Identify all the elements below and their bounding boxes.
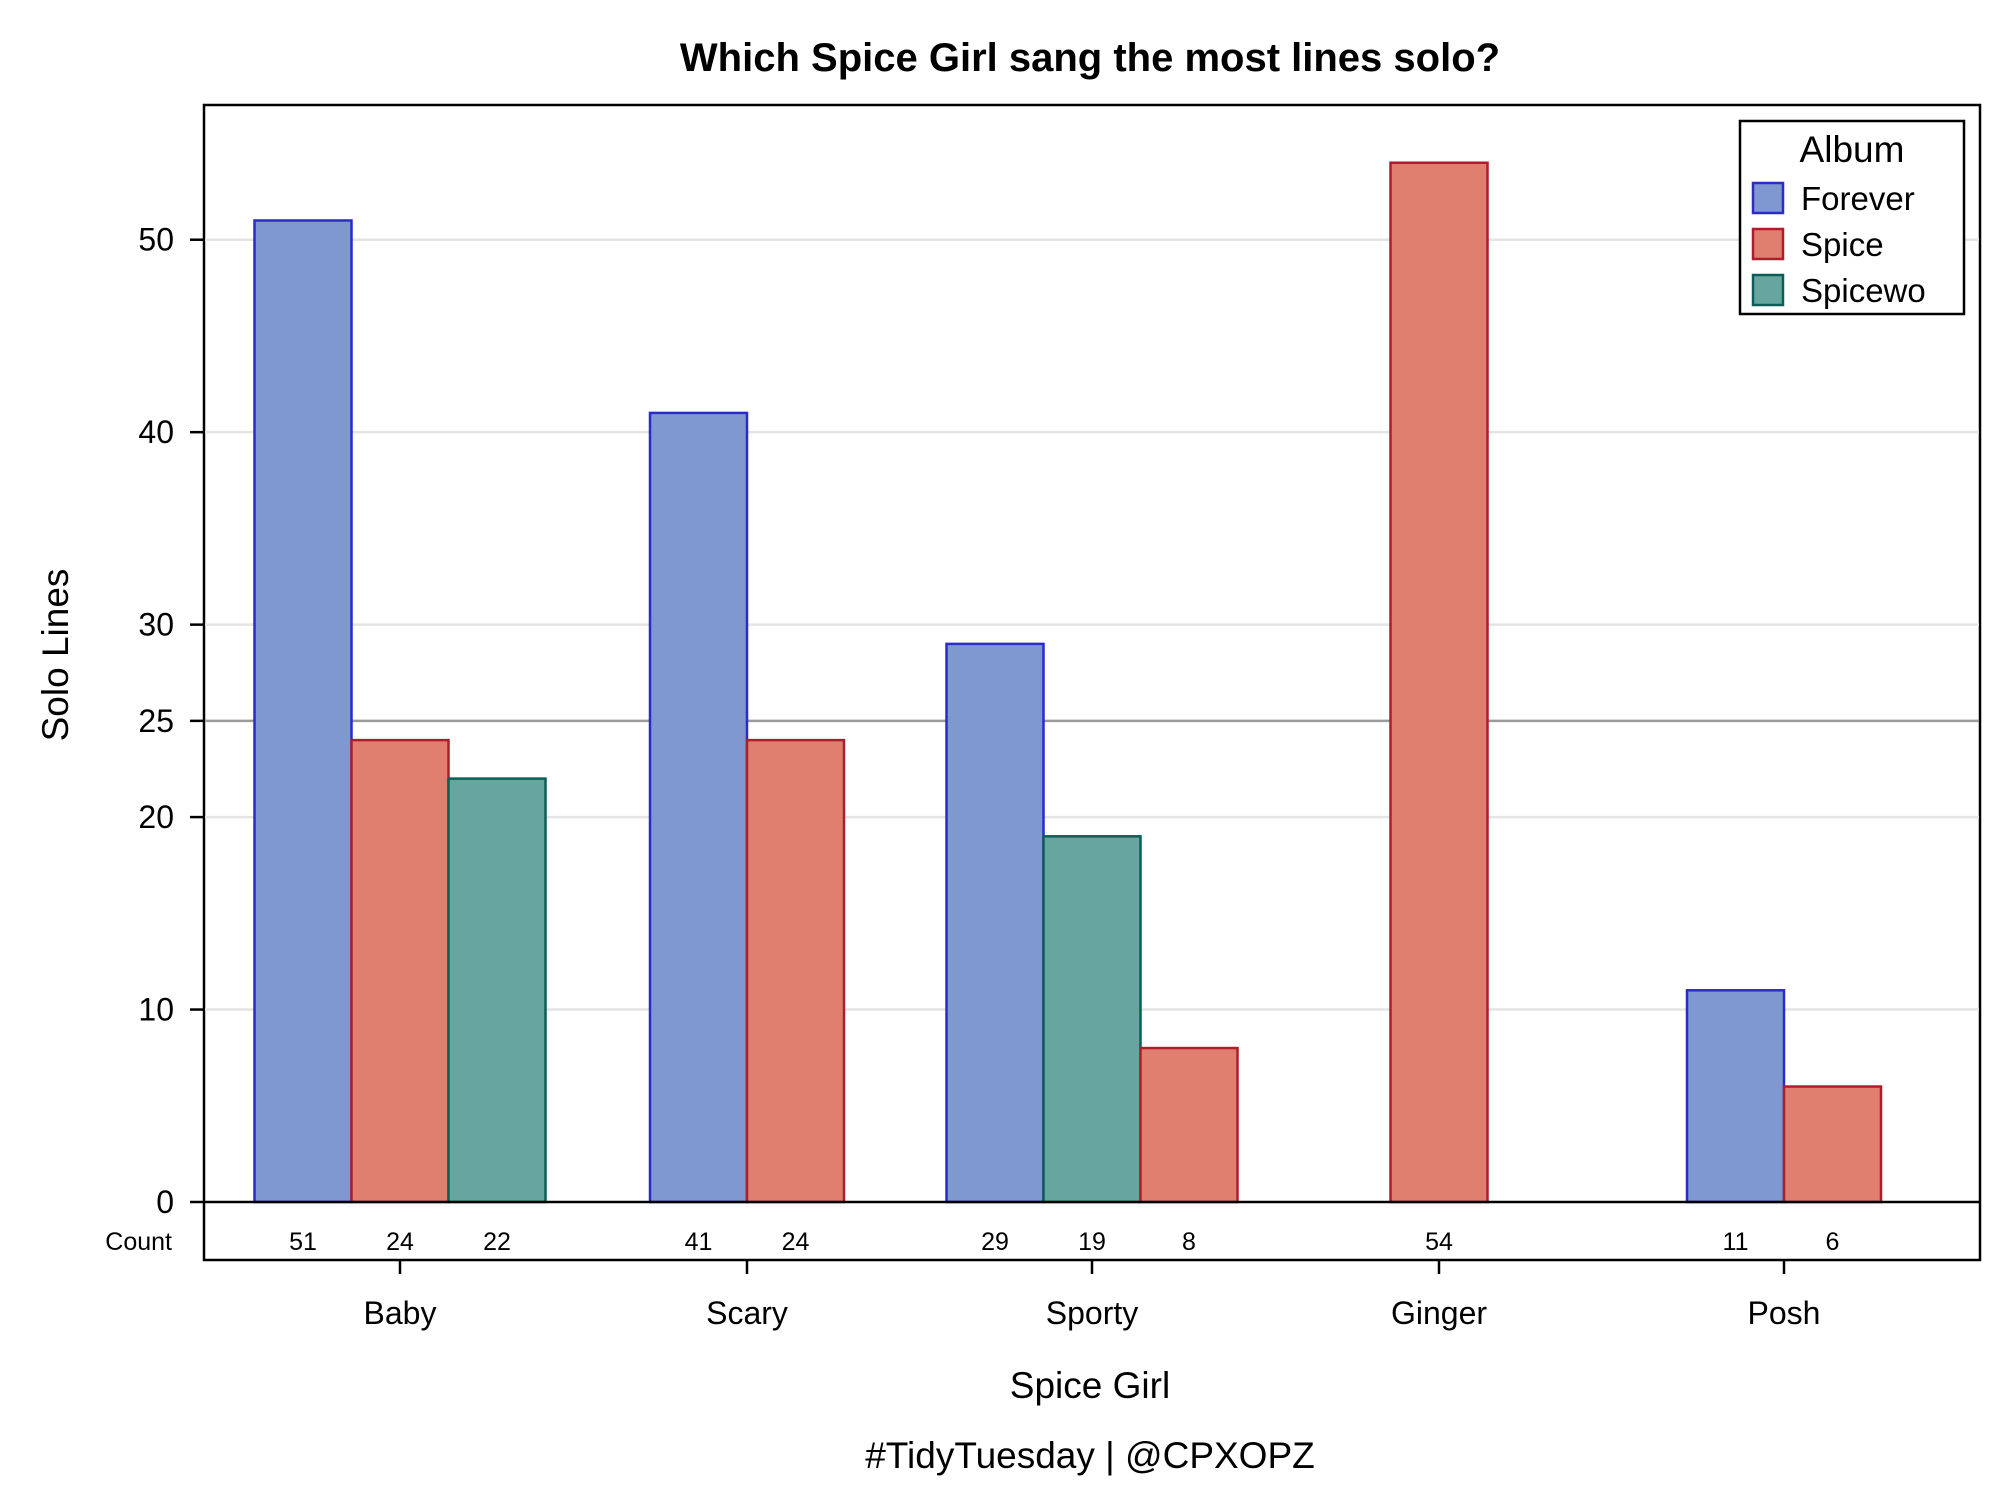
count-value: 54 <box>1425 1228 1453 1256</box>
footnote: #TidyTuesday | @CPXOPZ <box>865 1435 1315 1476</box>
x-axis-title: Spice Girl <box>1010 1365 1170 1406</box>
count-value: 6 <box>1826 1228 1840 1256</box>
x-tick-label-scary: Scary <box>706 1295 788 1331</box>
legend: Album Forever Spice Spicewo <box>1738 119 1966 316</box>
count-layer: 51 24 22 41 24 29 19 8 54 11 6 <box>289 1228 1839 1256</box>
x-tick-label-baby: Baby <box>364 1295 437 1331</box>
count-value: 29 <box>981 1228 1009 1256</box>
bar-posh-forever <box>1685 989 1786 1204</box>
y-tick-label: 10 <box>138 992 174 1028</box>
legend-label-spice: Spice <box>1801 226 1884 263</box>
x-tick-label-sporty: Sporty <box>1046 1295 1138 1331</box>
legend-swatch-spicewo <box>1751 273 1785 307</box>
y-tick-label: 30 <box>138 607 174 643</box>
bar-scary-spice <box>745 738 846 1204</box>
bar-baby-forever <box>253 219 353 1204</box>
bar-layer <box>253 161 1883 1204</box>
count-row-label: Count <box>105 1228 172 1256</box>
count-value: 24 <box>782 1228 810 1256</box>
chart-title: Which Spice Girl sang the most lines sol… <box>680 36 1500 80</box>
y-tick-label: 50 <box>138 222 174 258</box>
bar-sporty-spicewo <box>1042 835 1142 1204</box>
bar-sporty-spice <box>1139 1046 1239 1204</box>
y-tick-label: 20 <box>138 799 174 835</box>
bar-baby-spicewo <box>447 777 547 1204</box>
legend-title: Album <box>1800 129 1905 170</box>
bar-sporty-forever <box>945 642 1045 1204</box>
y-tick-label: 25 <box>138 703 174 739</box>
bar-baby-spice <box>350 738 450 1204</box>
count-value: 51 <box>289 1228 317 1256</box>
y-axis-title: Solo Lines <box>35 569 76 742</box>
bar-ginger-spice <box>1389 161 1489 1204</box>
y-tick-label: 40 <box>138 414 174 450</box>
legend-label-forever: Forever <box>1801 180 1915 217</box>
count-value: 22 <box>483 1228 511 1256</box>
y-tick-label: 0 <box>156 1184 174 1220</box>
count-value: 8 <box>1182 1228 1196 1256</box>
bar-scary-forever <box>648 411 749 1204</box>
count-value: 11 <box>1723 1228 1749 1256</box>
legend-swatch-forever <box>1751 181 1785 215</box>
count-value: 41 <box>685 1228 713 1256</box>
count-value: 19 <box>1078 1228 1106 1256</box>
legend-swatch-spice <box>1751 227 1785 261</box>
y-axis: 0 10 20 25 30 40 50 <box>138 222 204 1220</box>
bar-posh-spice <box>1782 1085 1883 1204</box>
legend-label-spicewo: Spicewo <box>1801 272 1926 309</box>
x-axis: Baby Scary Sporty Ginger Posh <box>364 1260 1821 1331</box>
legend-entries: Forever Spice Spicewo <box>1751 180 1926 309</box>
count-value: 24 <box>386 1228 414 1256</box>
x-tick-label-posh: Posh <box>1748 1295 1821 1331</box>
x-tick-label-ginger: Ginger <box>1391 1295 1487 1331</box>
